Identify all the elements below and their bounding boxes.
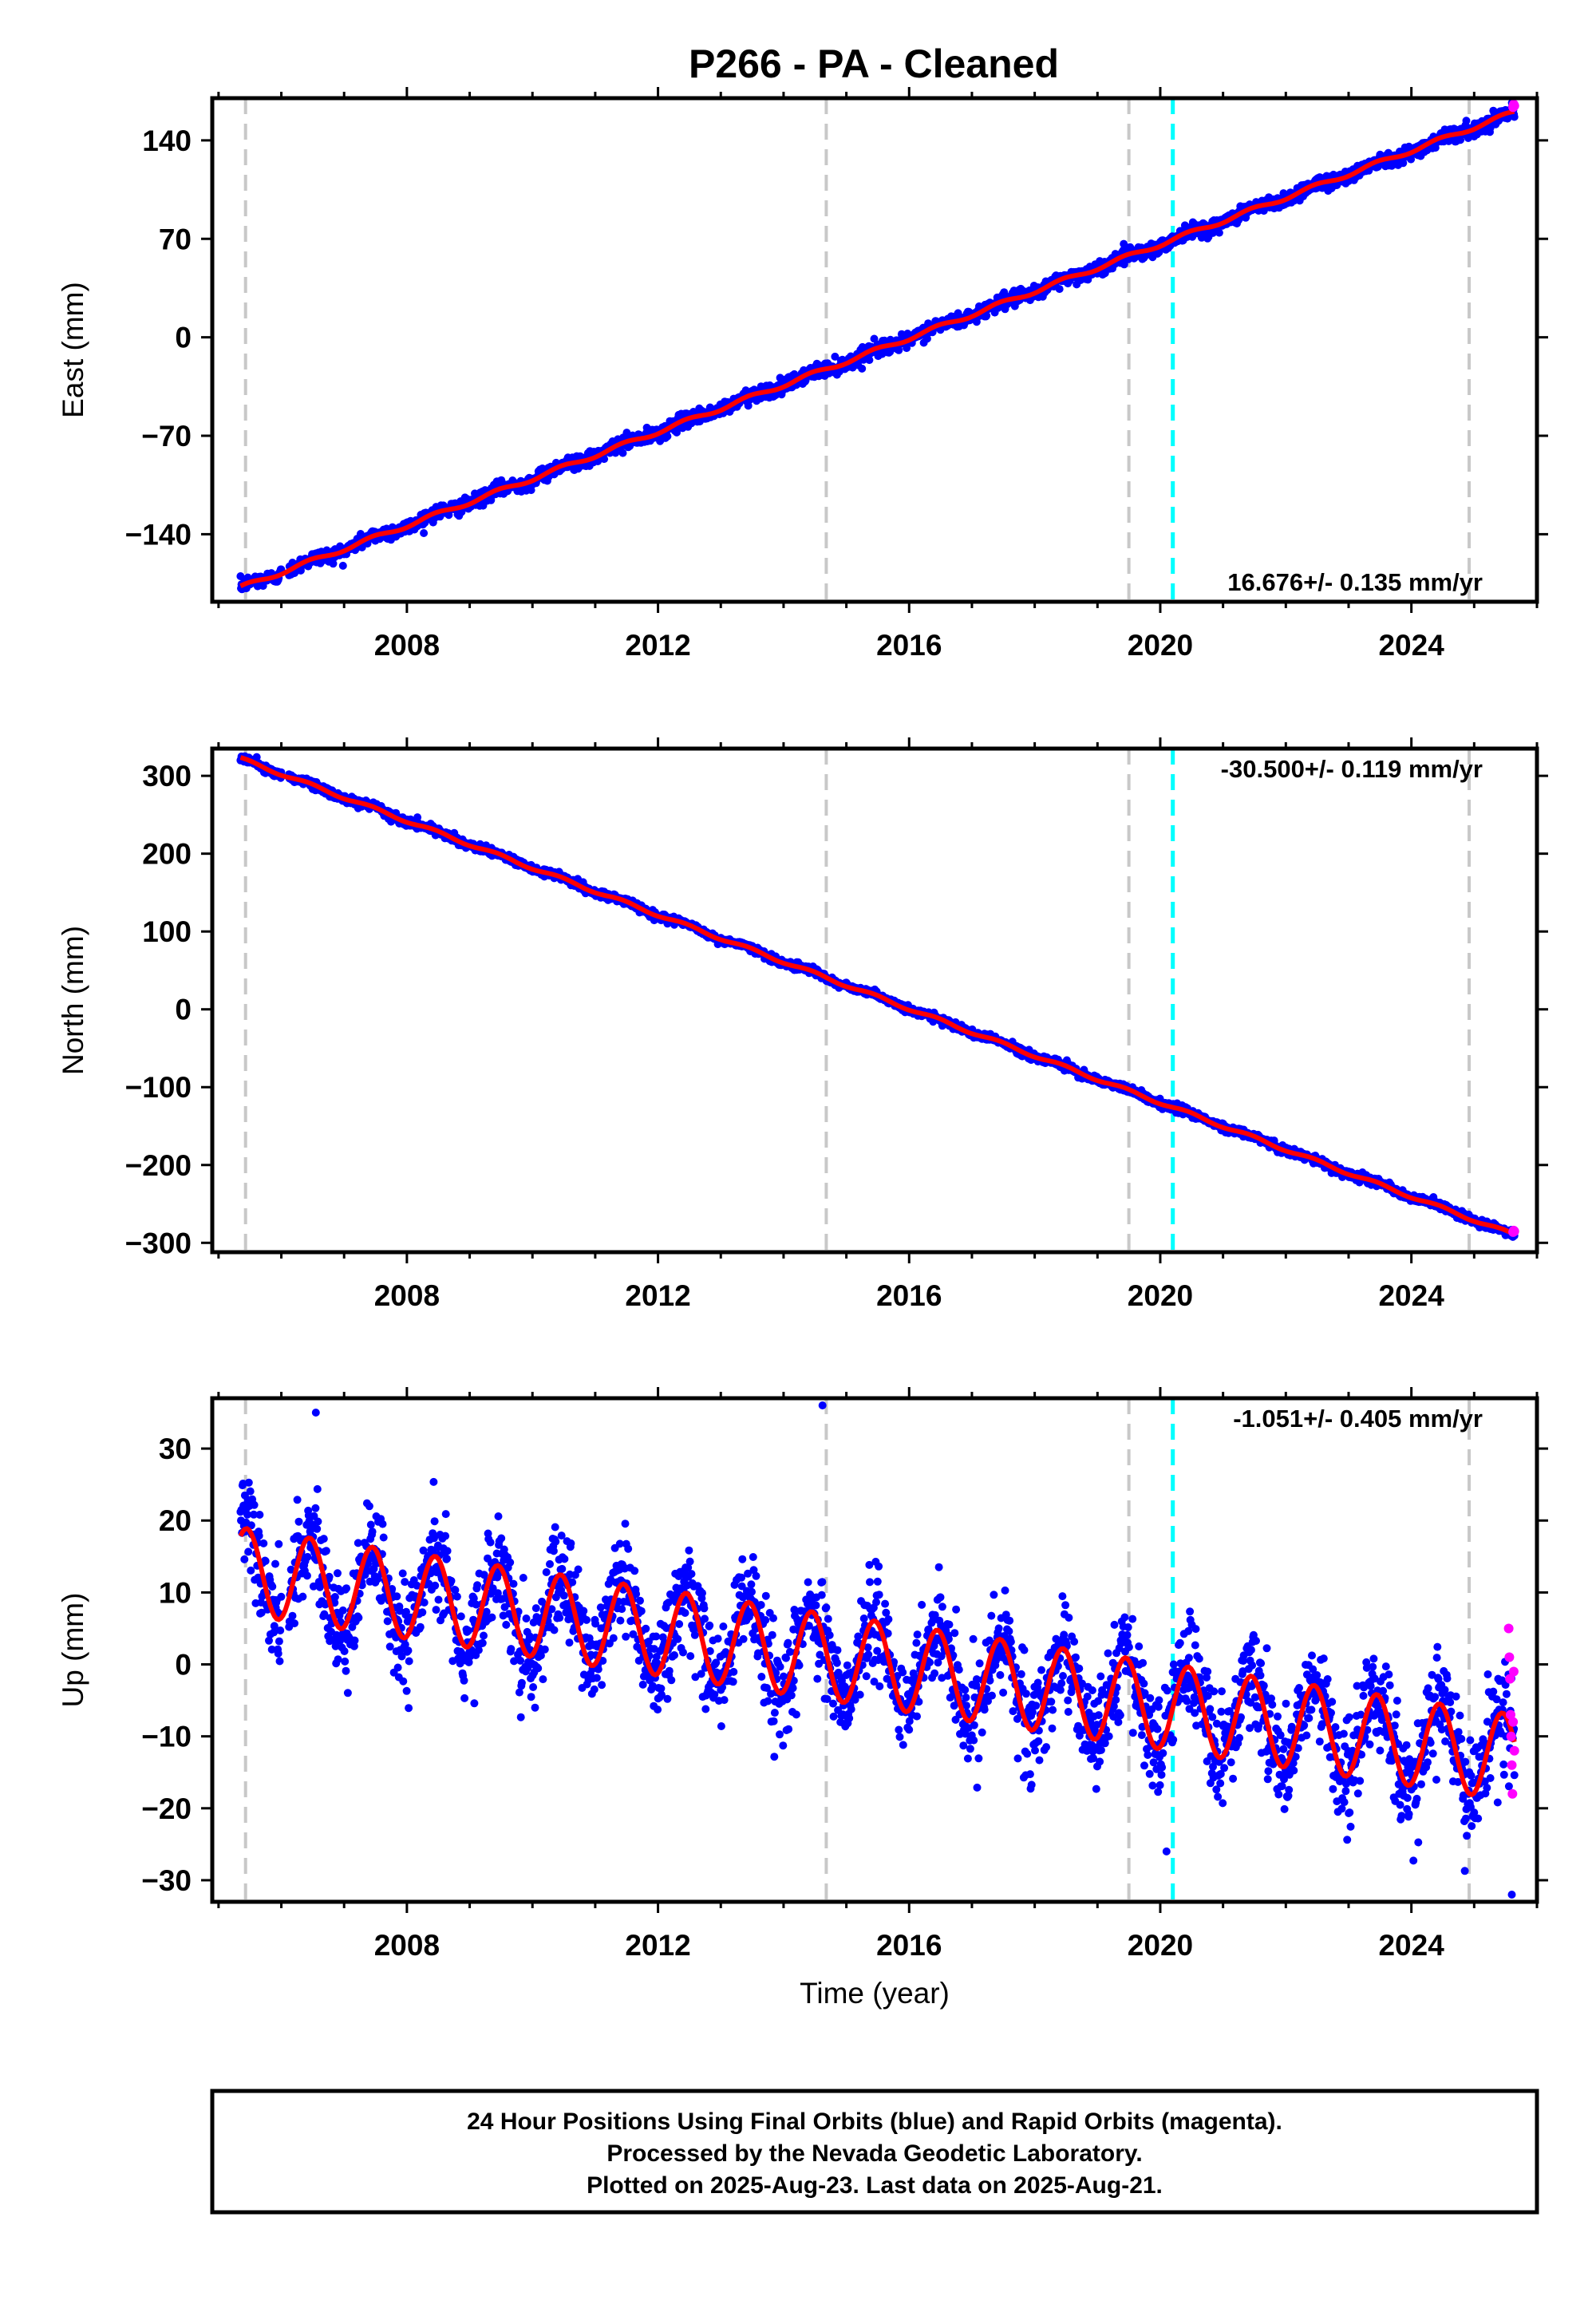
x-tick-label: 2016 [876, 629, 942, 662]
plot-area-east [236, 98, 1519, 602]
data-point [895, 346, 903, 354]
y-tick-label: 0 [175, 322, 192, 354]
data-point [870, 334, 879, 343]
data-point [663, 432, 672, 441]
data-point [618, 449, 627, 457]
data-point [865, 356, 874, 365]
rapid-orbit-points-east [1508, 99, 1519, 113]
data-point [1510, 113, 1519, 121]
figure-title: P266 - PA - Cleaned [689, 41, 1059, 86]
x-tick-label: 2012 [625, 629, 690, 662]
data-point [329, 559, 338, 568]
x-tick-label: 2024 [1378, 629, 1444, 662]
plot-frame-east [210, 96, 1539, 604]
panel-east: 2008 2012 2016 2020 2024 −140 −70 0 70 140 East (m… [57, 87, 1548, 662]
data-point [982, 311, 991, 320]
x-tick-label: 2008 [374, 629, 440, 662]
data-point [1215, 228, 1223, 237]
x-tick-label: 2020 [1128, 629, 1193, 662]
model-fit-line-east [239, 109, 1515, 588]
y-tick-label: −140 [125, 518, 192, 551]
data-point [600, 455, 609, 464]
data-point [922, 334, 931, 343]
data-point [831, 352, 839, 361]
y-tick-label: 70 [159, 223, 192, 255]
rate-label-east: 16.676+/- 0.135 mm/yr [1227, 568, 1483, 596]
plot-area-north [236, 749, 1519, 1252]
panel-north: 2008 2012 2016 2020 2024−300−200−10001002003… [57, 737, 1548, 1312]
rapid-data-point [1509, 101, 1519, 111]
data-point [858, 364, 867, 373]
data-point [1055, 285, 1064, 294]
data-point [1462, 117, 1471, 125]
y-tick-label: 140 [142, 124, 192, 157]
data-point [420, 529, 429, 537]
data-point [338, 561, 347, 570]
data-point [252, 753, 261, 761]
panels: 2008 2012 2016 2020 2024 −140 −70 0 70 140 East (m… [57, 87, 1548, 2010]
y-axis-label-east: East (mm) [57, 282, 89, 418]
y-tick-label: −70 [141, 420, 192, 453]
